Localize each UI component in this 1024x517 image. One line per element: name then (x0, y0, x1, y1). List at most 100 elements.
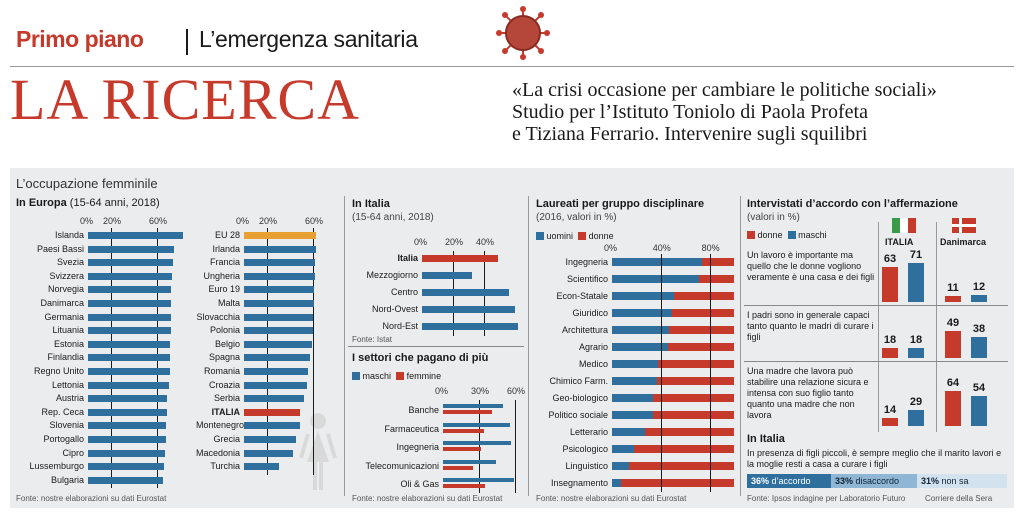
denmark-flag-icon (952, 218, 976, 233)
bar (971, 337, 987, 358)
category-label: Geo-biologico (552, 393, 608, 403)
bar (882, 418, 898, 426)
statement-separator (744, 305, 1008, 306)
italy-subtitle: (15-64 anni, 2018) (352, 212, 434, 223)
axis-tick-label: 0% (414, 237, 428, 247)
survey-italy-title: In Italia (747, 433, 785, 445)
bar (882, 267, 898, 302)
gridline (267, 228, 268, 475)
axis-tick-label: 20% (445, 237, 464, 247)
survey-source: Fonte: Ipsos indagine per Laboratorio Fu… (747, 494, 906, 503)
category-label: Lussemburgo (29, 461, 84, 472)
bar (88, 381, 169, 389)
category-label: Slovacchia (196, 311, 240, 322)
column-divider (528, 196, 529, 496)
bar (88, 272, 172, 280)
category-label: Polonia (209, 325, 240, 336)
category-label: Telecomunicazioni (365, 460, 439, 471)
bar (945, 390, 961, 426)
unsure-box: 31% non sa (917, 474, 1007, 488)
bar (88, 408, 168, 416)
category-label: Germania (44, 311, 84, 322)
legend-swatch-donne (747, 231, 755, 239)
axis-tick-label: 0% (435, 386, 449, 396)
bar (88, 300, 171, 307)
infographic-panel (10, 168, 1014, 508)
axis-tick-label: 60% (149, 216, 168, 226)
category-label: Medico (578, 359, 608, 369)
bar (633, 445, 734, 453)
europe-heading: In Europa (15-64 anni, 2018) (16, 197, 160, 209)
category-label: Francia (209, 257, 240, 268)
data-label: 11 (947, 281, 959, 294)
category-label: Linguistico (565, 461, 608, 471)
data-label: 54 (972, 382, 986, 395)
data-label: 18 (909, 334, 923, 347)
bar (244, 368, 309, 375)
bar (945, 331, 961, 358)
gridline (515, 400, 516, 493)
bar (698, 275, 734, 283)
graduates-title: Laureati per gruppo disciplinare (536, 198, 705, 210)
legend-maschi: maschi (362, 371, 392, 381)
legend-swatch-donne (578, 232, 587, 240)
bar (658, 360, 734, 368)
category-label: Italia (397, 253, 418, 263)
graduates-subtitle: (2016, valori in %) (536, 212, 617, 223)
panel-title: L’occupazione femminile (16, 176, 158, 191)
axis-tick-label: 40% (652, 243, 671, 253)
legend-femmine: femmine (406, 371, 442, 381)
bar (612, 377, 658, 385)
bar (244, 449, 294, 457)
category-label: Ingegneria (396, 442, 439, 452)
category-label: Lituania (52, 325, 84, 336)
sectors-source: Fonte: nostre elaborazioni su dati Euros… (352, 494, 503, 503)
bar (88, 449, 166, 457)
category-label: Estonia (53, 338, 84, 349)
category-label: Architettura (561, 325, 608, 335)
survey-subtitle: (valori in %) (747, 212, 800, 223)
sectors-legend: maschi femmine (352, 371, 441, 381)
bar (443, 478, 514, 482)
category-label: Psicologico (562, 444, 608, 454)
bar (612, 258, 703, 266)
legend-swatch-maschi (352, 372, 360, 380)
axis-tick-label: 20% (103, 216, 122, 226)
disagree-value: 33% (835, 476, 854, 486)
category-label: Regno Unito (33, 366, 84, 376)
unsure-label: non sa (941, 476, 969, 486)
bar (629, 462, 734, 470)
legend-swatch-femmine (396, 372, 405, 380)
bar (971, 396, 987, 426)
bar (88, 354, 170, 362)
agree-box: 36% d’accordo (747, 474, 831, 488)
category-label: Centro (390, 287, 418, 297)
bar (674, 292, 734, 300)
bar (88, 395, 168, 403)
category-label: Ingegneria (565, 257, 608, 267)
bar (88, 340, 170, 348)
bar (244, 272, 316, 280)
europe-title: In Europa (16, 197, 67, 209)
bar (244, 354, 310, 362)
bar (612, 445, 634, 453)
bar (657, 377, 734, 385)
bar (422, 323, 519, 330)
bar (443, 484, 485, 488)
bar (422, 272, 472, 279)
statement-text: Una madre che lavora può stabilire una r… (747, 366, 869, 420)
category-label: Giuridico (572, 308, 608, 318)
category-label: Lettonia (51, 379, 84, 390)
statement-text: Un lavoro è importante ma quello che le … (747, 250, 875, 282)
country-italia: ITALIA (885, 237, 914, 247)
category-label: Belgio (214, 338, 240, 349)
bar (612, 292, 675, 300)
legend-donne: donne (757, 230, 783, 240)
category-label: Islanda (54, 230, 84, 240)
bar (669, 326, 734, 334)
bar (244, 245, 317, 253)
category-label: Scientifico (566, 274, 608, 284)
category-label: Svezia (56, 257, 84, 268)
disagree-box: 33% disaccordo (831, 474, 917, 488)
bar (88, 327, 171, 335)
